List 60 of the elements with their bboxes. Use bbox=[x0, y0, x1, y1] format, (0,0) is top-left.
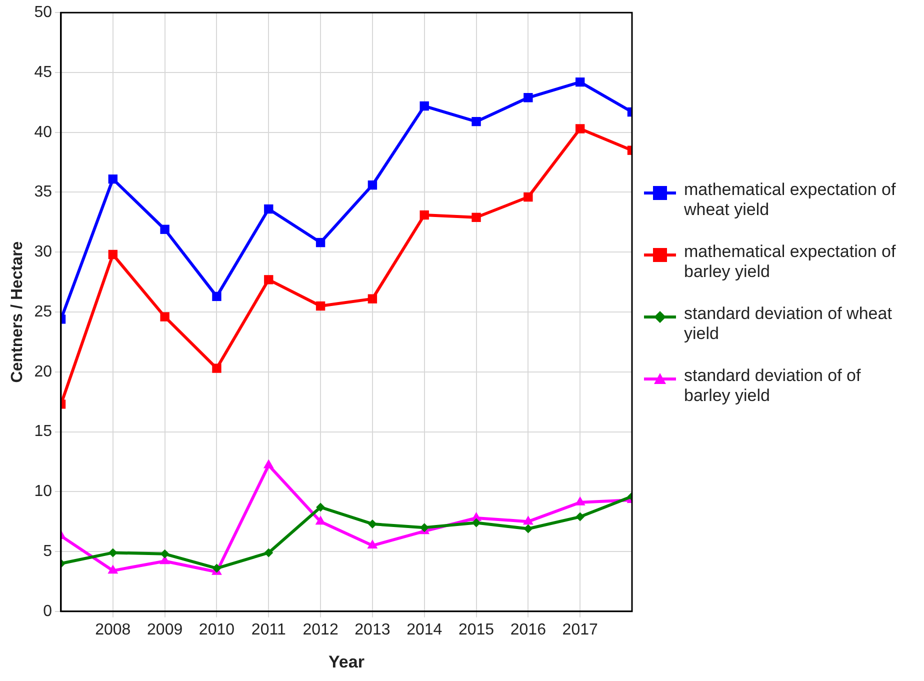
y-tick-label: 50 bbox=[34, 4, 52, 22]
point bbox=[522, 516, 534, 525]
x-tick-label: 2013 bbox=[354, 621, 390, 638]
point bbox=[368, 519, 377, 528]
point bbox=[108, 174, 118, 184]
y-tick-label: 20 bbox=[34, 363, 52, 380]
x-tick-label: 2014 bbox=[406, 621, 442, 638]
x-tick-label: 2010 bbox=[198, 621, 235, 638]
point bbox=[160, 224, 170, 234]
point bbox=[316, 502, 326, 512]
point bbox=[315, 516, 326, 525]
y-tick-label: 5 bbox=[43, 542, 52, 560]
point bbox=[316, 238, 326, 248]
point bbox=[472, 212, 481, 222]
point bbox=[472, 116, 481, 126]
point bbox=[524, 93, 533, 102]
legend-label: mathematical expectation of wheat yield bbox=[684, 180, 897, 220]
point bbox=[264, 548, 274, 558]
legend-label: standard deviation of wheat yield bbox=[684, 304, 893, 344]
point bbox=[108, 564, 118, 574]
y-tick-label: 25 bbox=[34, 303, 52, 320]
y-tick-label: 30 bbox=[34, 244, 52, 261]
point bbox=[108, 250, 118, 260]
point bbox=[263, 459, 274, 468]
x-tick-label: 2009 bbox=[147, 621, 183, 638]
point bbox=[316, 301, 326, 311]
y-tick-label: 35 bbox=[34, 184, 52, 201]
legend-label: mathematical expectation of barley yield bbox=[684, 242, 897, 282]
y-tick-label: 40 bbox=[34, 124, 52, 141]
point bbox=[368, 180, 378, 190]
x-axis-title: Year bbox=[328, 652, 365, 672]
y-tick-label: 10 bbox=[34, 483, 52, 500]
point bbox=[108, 548, 118, 558]
point bbox=[472, 518, 481, 528]
x-tick-label: 2011 bbox=[251, 621, 286, 638]
point bbox=[524, 524, 533, 534]
point bbox=[575, 124, 585, 134]
y-tick-label: 15 bbox=[34, 423, 52, 440]
point bbox=[264, 204, 274, 214]
point bbox=[160, 312, 170, 322]
point bbox=[574, 496, 586, 506]
point bbox=[264, 275, 274, 284]
point bbox=[576, 512, 585, 522]
point bbox=[524, 192, 533, 202]
point bbox=[368, 294, 378, 304]
x-tick-label: 2008 bbox=[95, 621, 131, 638]
point bbox=[212, 292, 222, 302]
point bbox=[420, 210, 429, 220]
x-tick-label: 2016 bbox=[510, 621, 546, 638]
x-tick-label: 2017 bbox=[562, 621, 598, 638]
legend-label: standard deviation of of barley yield bbox=[684, 366, 862, 406]
point bbox=[575, 77, 585, 87]
y-tick-label: 45 bbox=[34, 64, 52, 81]
point bbox=[367, 540, 378, 549]
x-tick-label: 2012 bbox=[302, 621, 338, 638]
x-tick-label: 2015 bbox=[458, 621, 494, 638]
y-tick-label: 0 bbox=[43, 602, 52, 620]
point bbox=[212, 364, 222, 373]
y-axis-title: Centners / Hectare bbox=[9, 241, 26, 383]
point bbox=[420, 101, 429, 111]
